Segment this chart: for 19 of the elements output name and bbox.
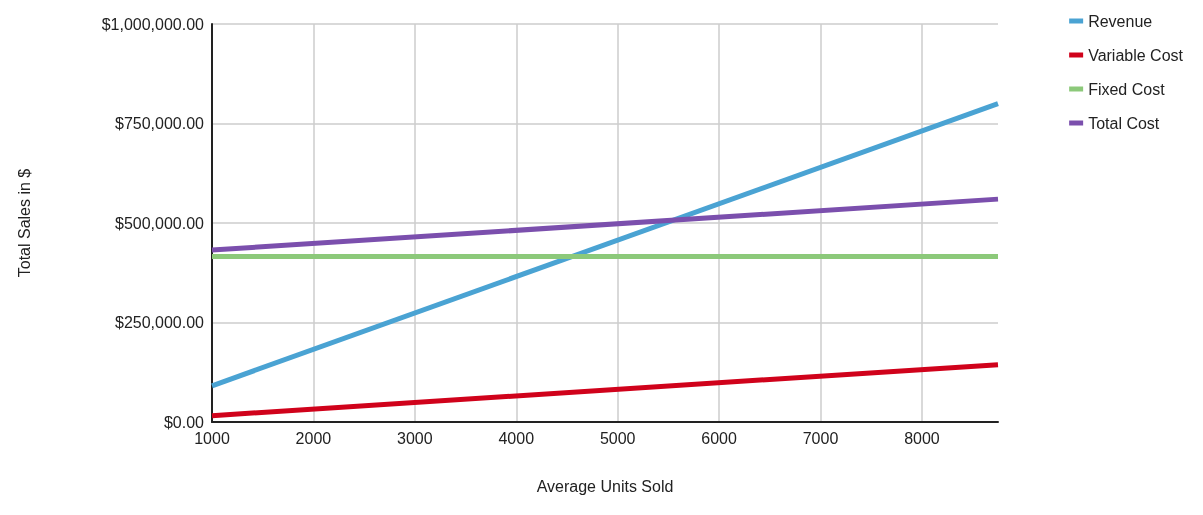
x-tick-label: 2000 [295,429,332,447]
y-tick-label: $750,000.00 [115,115,205,132]
x-tick-label: 8000 [904,429,940,447]
legend-label: Variable Cost [1088,46,1184,64]
y-tick-label: $1,000,000.00 [101,15,205,33]
x-tick-label: 6000 [701,429,737,447]
y-tick-label: $500,000.00 [115,214,205,232]
y-tick-label: $0.00 [163,413,205,431]
y-axis-title: Total Sales in $ [15,168,33,278]
x-tick-label: 1000 [194,429,230,447]
x-tick-label: 7000 [802,429,839,447]
x-tick-label: 5000 [599,429,636,447]
legend-label: Total Cost [1088,114,1160,132]
legend-label: Revenue [1088,12,1153,30]
legend-label: Fixed Cost [1088,80,1166,98]
y-tick-label: $250,000.00 [115,314,205,331]
x-tick-label: 3000 [397,429,433,447]
x-tick-label: 4000 [498,429,535,447]
x-axis-title: Average Units Sold [536,477,674,495]
